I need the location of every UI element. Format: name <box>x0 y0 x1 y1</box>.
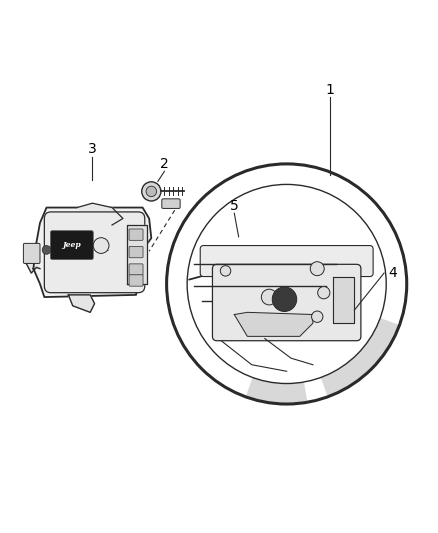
Polygon shape <box>33 207 151 297</box>
Circle shape <box>310 262 324 276</box>
Circle shape <box>318 287 330 299</box>
Circle shape <box>272 287 297 311</box>
FancyBboxPatch shape <box>129 229 143 240</box>
Polygon shape <box>26 247 40 273</box>
FancyBboxPatch shape <box>129 275 143 286</box>
Circle shape <box>311 311 323 322</box>
Text: 1: 1 <box>326 83 335 96</box>
Text: 5: 5 <box>230 199 239 213</box>
Wedge shape <box>246 377 307 404</box>
Circle shape <box>142 182 161 201</box>
Polygon shape <box>77 203 123 225</box>
Text: 4: 4 <box>389 266 397 280</box>
Wedge shape <box>321 318 399 397</box>
Circle shape <box>146 186 156 197</box>
Polygon shape <box>127 225 147 284</box>
Polygon shape <box>68 295 95 312</box>
FancyBboxPatch shape <box>212 264 361 341</box>
Polygon shape <box>332 277 354 323</box>
FancyBboxPatch shape <box>50 231 93 260</box>
FancyBboxPatch shape <box>129 246 143 258</box>
FancyBboxPatch shape <box>162 199 180 208</box>
Text: Jeep: Jeep <box>63 241 81 249</box>
FancyBboxPatch shape <box>129 264 143 275</box>
Polygon shape <box>234 312 313 336</box>
FancyBboxPatch shape <box>23 244 40 263</box>
FancyBboxPatch shape <box>44 212 145 293</box>
Text: 3: 3 <box>88 142 97 157</box>
Circle shape <box>93 238 109 253</box>
FancyBboxPatch shape <box>200 246 373 277</box>
Text: 2: 2 <box>160 157 169 171</box>
Circle shape <box>42 246 51 254</box>
Circle shape <box>220 265 231 276</box>
Circle shape <box>261 289 277 305</box>
